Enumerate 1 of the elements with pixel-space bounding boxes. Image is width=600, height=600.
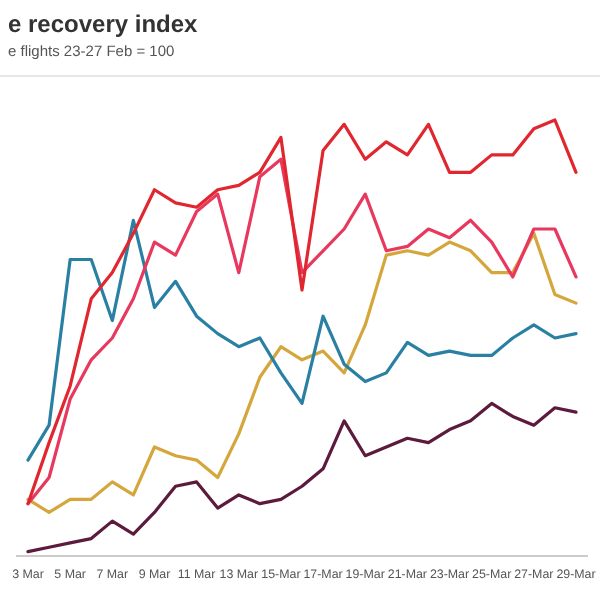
chart-title: e recovery index	[8, 10, 199, 38]
